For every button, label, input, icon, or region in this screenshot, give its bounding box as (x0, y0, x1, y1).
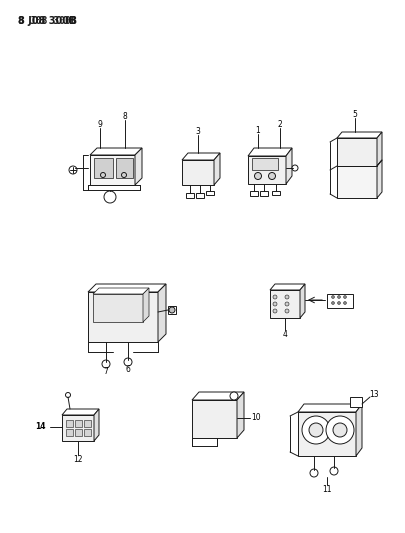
Polygon shape (88, 292, 158, 342)
Polygon shape (213, 153, 220, 185)
Bar (271, 191, 279, 195)
Circle shape (272, 309, 276, 313)
Circle shape (343, 302, 345, 304)
Polygon shape (376, 160, 381, 198)
Bar (326, 294, 352, 308)
Circle shape (69, 166, 77, 174)
Polygon shape (93, 288, 149, 294)
Circle shape (100, 173, 105, 177)
Text: 3: 3 (195, 126, 200, 135)
Bar (84, 420, 91, 427)
Circle shape (291, 165, 297, 171)
Text: 2: 2 (277, 119, 282, 128)
Polygon shape (269, 290, 299, 318)
Circle shape (121, 173, 126, 177)
Circle shape (65, 392, 70, 398)
Circle shape (309, 469, 317, 477)
Circle shape (308, 423, 322, 437)
Text: 8 J08 300B: 8 J08 300B (18, 16, 77, 26)
Text: 8: 8 (122, 111, 127, 120)
Bar (185, 193, 194, 198)
Circle shape (268, 173, 275, 180)
Circle shape (332, 423, 346, 437)
Polygon shape (336, 132, 381, 138)
Text: 8 J08 300B: 8 J08 300B (18, 16, 76, 26)
Circle shape (284, 302, 288, 306)
Bar (205, 191, 213, 195)
Circle shape (168, 307, 175, 313)
Polygon shape (181, 160, 213, 185)
Circle shape (230, 392, 237, 400)
Circle shape (331, 302, 334, 304)
Polygon shape (93, 294, 143, 322)
Text: 7: 7 (103, 367, 108, 376)
Polygon shape (88, 185, 140, 190)
Polygon shape (269, 284, 304, 290)
Polygon shape (247, 148, 291, 156)
Text: 4: 4 (282, 330, 287, 340)
Bar (75, 420, 82, 427)
Bar (75, 429, 82, 436)
Polygon shape (116, 158, 133, 178)
Bar (349, 397, 361, 407)
Circle shape (284, 309, 288, 313)
Circle shape (329, 467, 337, 475)
Bar (249, 191, 257, 196)
Circle shape (272, 302, 276, 306)
Polygon shape (90, 155, 135, 185)
Polygon shape (247, 156, 285, 184)
Bar (66, 429, 73, 436)
Circle shape (102, 360, 110, 368)
Polygon shape (192, 400, 237, 438)
Polygon shape (336, 166, 376, 198)
Bar (84, 429, 91, 436)
Polygon shape (158, 284, 166, 342)
Circle shape (325, 416, 353, 444)
Bar (66, 420, 73, 427)
Polygon shape (94, 158, 113, 178)
Circle shape (343, 295, 345, 298)
Polygon shape (355, 404, 361, 456)
Polygon shape (94, 409, 99, 441)
Polygon shape (62, 415, 94, 441)
Polygon shape (90, 148, 142, 155)
Circle shape (254, 173, 261, 180)
Text: 6: 6 (125, 366, 130, 375)
Polygon shape (336, 138, 376, 166)
Circle shape (272, 295, 276, 299)
Polygon shape (252, 158, 277, 170)
Polygon shape (297, 404, 361, 412)
Polygon shape (88, 284, 166, 292)
Bar (168, 306, 175, 314)
Polygon shape (237, 392, 243, 438)
Polygon shape (192, 392, 243, 400)
Text: 9: 9 (97, 119, 102, 128)
Polygon shape (181, 153, 220, 160)
Polygon shape (299, 284, 304, 318)
Text: 1: 1 (255, 125, 260, 134)
Text: 14: 14 (35, 423, 45, 432)
Text: 13: 13 (368, 391, 378, 400)
Bar (196, 193, 203, 198)
Polygon shape (135, 148, 142, 185)
Text: 10: 10 (251, 414, 260, 423)
Circle shape (337, 302, 340, 304)
Circle shape (104, 191, 116, 203)
Circle shape (124, 358, 132, 366)
Text: 12: 12 (73, 456, 83, 464)
Circle shape (301, 416, 329, 444)
Text: 11: 11 (322, 486, 331, 495)
Polygon shape (297, 412, 355, 456)
Polygon shape (62, 409, 99, 415)
Polygon shape (192, 438, 216, 446)
Polygon shape (143, 288, 149, 322)
Circle shape (337, 295, 340, 298)
Polygon shape (285, 148, 291, 184)
Circle shape (284, 295, 288, 299)
Bar (259, 191, 267, 196)
Circle shape (331, 295, 334, 298)
Text: 5: 5 (352, 109, 356, 118)
Polygon shape (376, 132, 381, 166)
